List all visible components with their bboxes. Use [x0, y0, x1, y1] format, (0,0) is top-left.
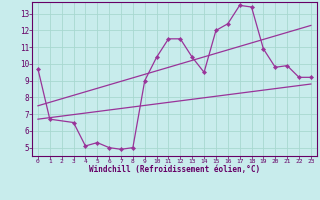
- X-axis label: Windchill (Refroidissement éolien,°C): Windchill (Refroidissement éolien,°C): [89, 165, 260, 174]
